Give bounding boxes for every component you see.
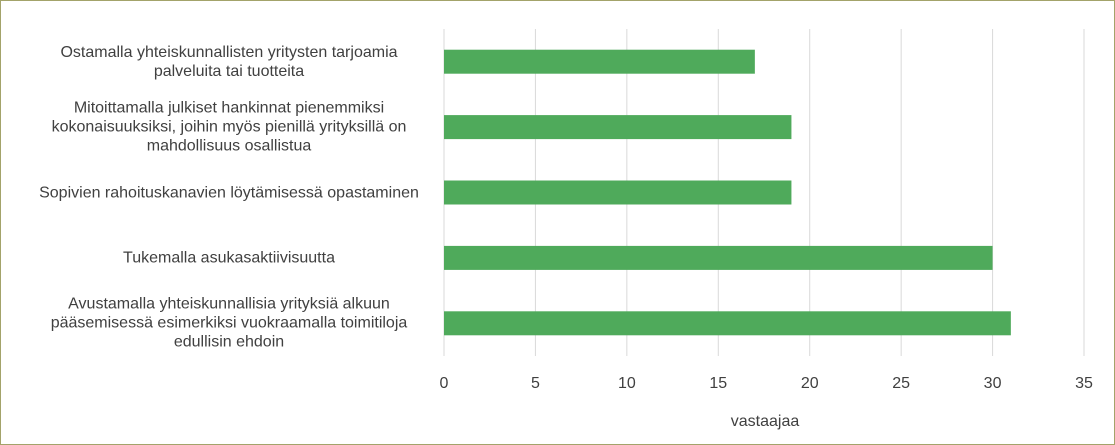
y-tick-label: Tukemalla asukasaktiivisuutta [123, 249, 335, 267]
bar [444, 115, 792, 140]
y-tick-label: Sopivien rahoituskanavien löytämisessä o… [39, 184, 419, 201]
bar [444, 245, 993, 270]
bar [444, 180, 792, 205]
x-tick-label: 20 [801, 375, 819, 392]
y-tick-label: Mitoittamalla julkiset hankinnat pienemm… [51, 99, 407, 155]
x-tick-label: 25 [892, 375, 910, 392]
x-tick-label: 0 [440, 375, 449, 392]
y-tick-label: Avustamalla yhteiskunnallisia yrityksiä … [50, 295, 408, 351]
bar [444, 311, 1011, 336]
y-tick-label: Ostamalla yhteiskunnallisten yritysten t… [60, 43, 398, 80]
x-tick-label: 30 [984, 375, 1002, 392]
x-tick-label: 15 [709, 375, 727, 392]
x-tick-label: 35 [1075, 375, 1093, 392]
x-tick-label: 10 [618, 375, 636, 392]
x-tick-label: 5 [531, 375, 540, 392]
x-axis-label: vastaajaa [731, 413, 800, 430]
bar [444, 49, 755, 74]
